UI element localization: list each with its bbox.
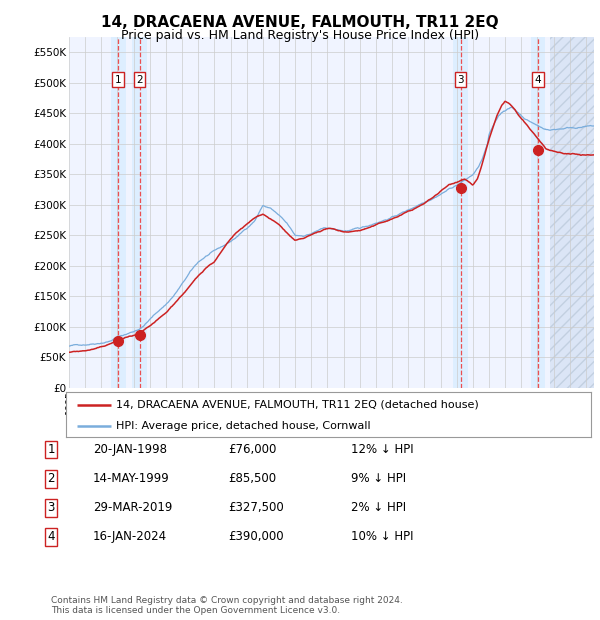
Text: £327,500: £327,500 bbox=[228, 502, 284, 514]
Text: £85,500: £85,500 bbox=[228, 472, 276, 485]
Text: Contains HM Land Registry data © Crown copyright and database right 2024.
This d: Contains HM Land Registry data © Crown c… bbox=[51, 596, 403, 615]
Text: 2: 2 bbox=[47, 472, 55, 485]
Text: 12% ↓ HPI: 12% ↓ HPI bbox=[351, 443, 413, 456]
Text: 2% ↓ HPI: 2% ↓ HPI bbox=[351, 502, 406, 514]
Text: £76,000: £76,000 bbox=[228, 443, 277, 456]
Bar bbox=[550, 37, 594, 387]
Text: 3: 3 bbox=[457, 75, 464, 85]
Text: 16-JAN-2024: 16-JAN-2024 bbox=[93, 531, 167, 543]
Text: 1: 1 bbox=[47, 443, 55, 456]
Bar bbox=[453, 37, 468, 387]
Text: 2: 2 bbox=[136, 75, 143, 85]
Text: 9% ↓ HPI: 9% ↓ HPI bbox=[351, 472, 406, 485]
Text: 14, DRACAENA AVENUE, FALMOUTH, TR11 2EQ: 14, DRACAENA AVENUE, FALMOUTH, TR11 2EQ bbox=[101, 15, 499, 30]
Text: 14-MAY-1999: 14-MAY-1999 bbox=[93, 472, 170, 485]
Text: £390,000: £390,000 bbox=[228, 531, 284, 543]
Text: 20-JAN-1998: 20-JAN-1998 bbox=[93, 443, 167, 456]
Bar bbox=[111, 37, 125, 387]
Text: 1: 1 bbox=[115, 75, 122, 85]
Text: Price paid vs. HM Land Registry's House Price Index (HPI): Price paid vs. HM Land Registry's House … bbox=[121, 29, 479, 42]
Text: 4: 4 bbox=[47, 531, 55, 543]
Bar bbox=[531, 37, 545, 387]
Text: 4: 4 bbox=[535, 75, 542, 85]
Text: 14, DRACAENA AVENUE, FALMOUTH, TR11 2EQ (detached house): 14, DRACAENA AVENUE, FALMOUTH, TR11 2EQ … bbox=[116, 399, 479, 410]
Text: 3: 3 bbox=[47, 502, 55, 514]
Text: HPI: Average price, detached house, Cornwall: HPI: Average price, detached house, Corn… bbox=[116, 421, 371, 431]
Bar bbox=[132, 37, 147, 387]
Bar bbox=[550, 37, 594, 387]
Text: 29-MAR-2019: 29-MAR-2019 bbox=[93, 502, 172, 514]
Text: 10% ↓ HPI: 10% ↓ HPI bbox=[351, 531, 413, 543]
